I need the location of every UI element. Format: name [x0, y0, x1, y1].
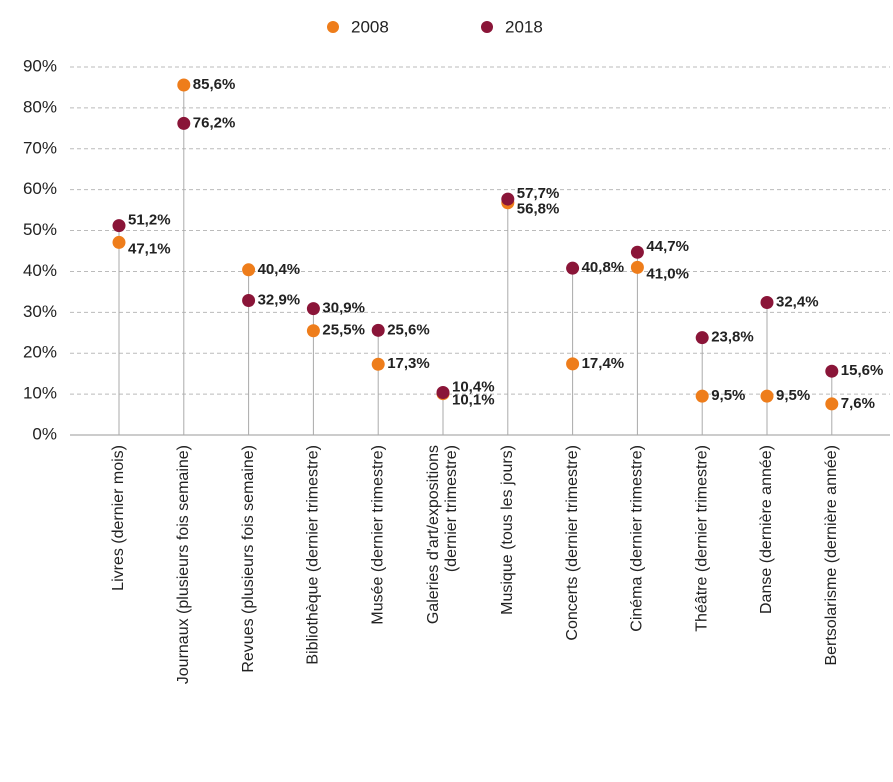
- x-tick-label: Cinéma (dernier trimestre): [629, 445, 646, 632]
- x-tick-label: Bertsolarisme (dernière année): [823, 445, 840, 666]
- y-tick-label: 60%: [23, 179, 57, 198]
- value-label: 25,6%: [387, 321, 430, 338]
- value-label: 76,2%: [193, 114, 236, 131]
- legend-label: 2008: [351, 17, 389, 36]
- dot: [306, 324, 320, 338]
- dot: [825, 397, 839, 411]
- value-label: 30,9%: [322, 300, 365, 317]
- dot: [371, 357, 385, 371]
- dot: [112, 235, 126, 249]
- value-label: 85,6%: [193, 76, 236, 93]
- legend-marker: [327, 21, 339, 33]
- value-label: 51,2%: [128, 212, 171, 229]
- value-label: 57,7%: [517, 185, 560, 202]
- x-tick-label: Bibliothèque (dernier trimestre): [305, 445, 322, 665]
- x-tick-label: Galeries d'art/expositions(dernier trime…: [425, 445, 460, 624]
- dot: [177, 116, 191, 130]
- y-tick-label: 40%: [23, 261, 57, 280]
- value-label: 25,5%: [322, 322, 365, 339]
- x-tick-label: Journaux (plusieurs fois semaine): [175, 445, 192, 684]
- x-tick-label: Revues (plusieurs fois semaine): [240, 445, 257, 673]
- x-tick-label: Musique (tous les jours): [499, 445, 516, 615]
- dot: [501, 192, 515, 206]
- value-label: 56,8%: [517, 201, 560, 218]
- legend-marker: [481, 21, 493, 33]
- y-tick-label: 30%: [23, 302, 57, 321]
- y-tick-label: 80%: [23, 97, 57, 116]
- dot: [436, 385, 450, 399]
- value-label: 41,0%: [646, 265, 689, 282]
- dot: [242, 293, 256, 307]
- value-label: 17,3%: [387, 355, 430, 372]
- y-tick-label: 20%: [23, 343, 57, 362]
- value-label: 40,8%: [582, 259, 625, 276]
- dot: [695, 331, 709, 345]
- value-label: 32,4%: [776, 293, 819, 310]
- value-label: 15,6%: [841, 362, 884, 379]
- dot: [112, 219, 126, 233]
- value-label: 9,5%: [776, 387, 810, 404]
- x-tick-label: Concerts (dernier trimestre): [564, 445, 581, 641]
- x-tick-label: Musée (dernier trimestre): [369, 445, 386, 625]
- y-tick-label: 10%: [23, 384, 57, 403]
- value-label: 7,6%: [841, 395, 875, 412]
- value-label: 10,1%: [452, 392, 495, 409]
- value-label: 23,8%: [711, 329, 754, 346]
- value-label: 32,9%: [258, 291, 301, 308]
- value-label: 40,4%: [258, 261, 301, 278]
- dot: [306, 302, 320, 316]
- value-label: 47,1%: [128, 240, 171, 257]
- y-tick-label: 0%: [32, 424, 57, 443]
- y-tick-label: 70%: [23, 138, 57, 157]
- dot: [695, 389, 709, 403]
- dot: [566, 357, 580, 371]
- dot: [825, 364, 839, 378]
- dot: [760, 389, 774, 403]
- value-label: 10,4%: [452, 378, 495, 395]
- value-label: 9,5%: [711, 387, 745, 404]
- y-tick-label: 90%: [23, 56, 57, 75]
- x-tick-label: Livres (dernier mois): [110, 445, 127, 591]
- dot: [566, 261, 580, 275]
- y-tick-label: 50%: [23, 220, 57, 239]
- dot: [242, 263, 256, 277]
- value-label: 17,4%: [582, 355, 625, 372]
- dot: [630, 245, 644, 259]
- x-tick-label: Théâtre (dernier trimestre): [693, 445, 710, 632]
- dot: [760, 296, 774, 310]
- value-label: 44,7%: [646, 238, 689, 255]
- legend-label: 2018: [505, 17, 543, 36]
- x-tick-label: Danse (dernière année): [758, 445, 775, 614]
- dot: [177, 78, 191, 92]
- dot: [371, 323, 385, 337]
- dot: [630, 260, 644, 274]
